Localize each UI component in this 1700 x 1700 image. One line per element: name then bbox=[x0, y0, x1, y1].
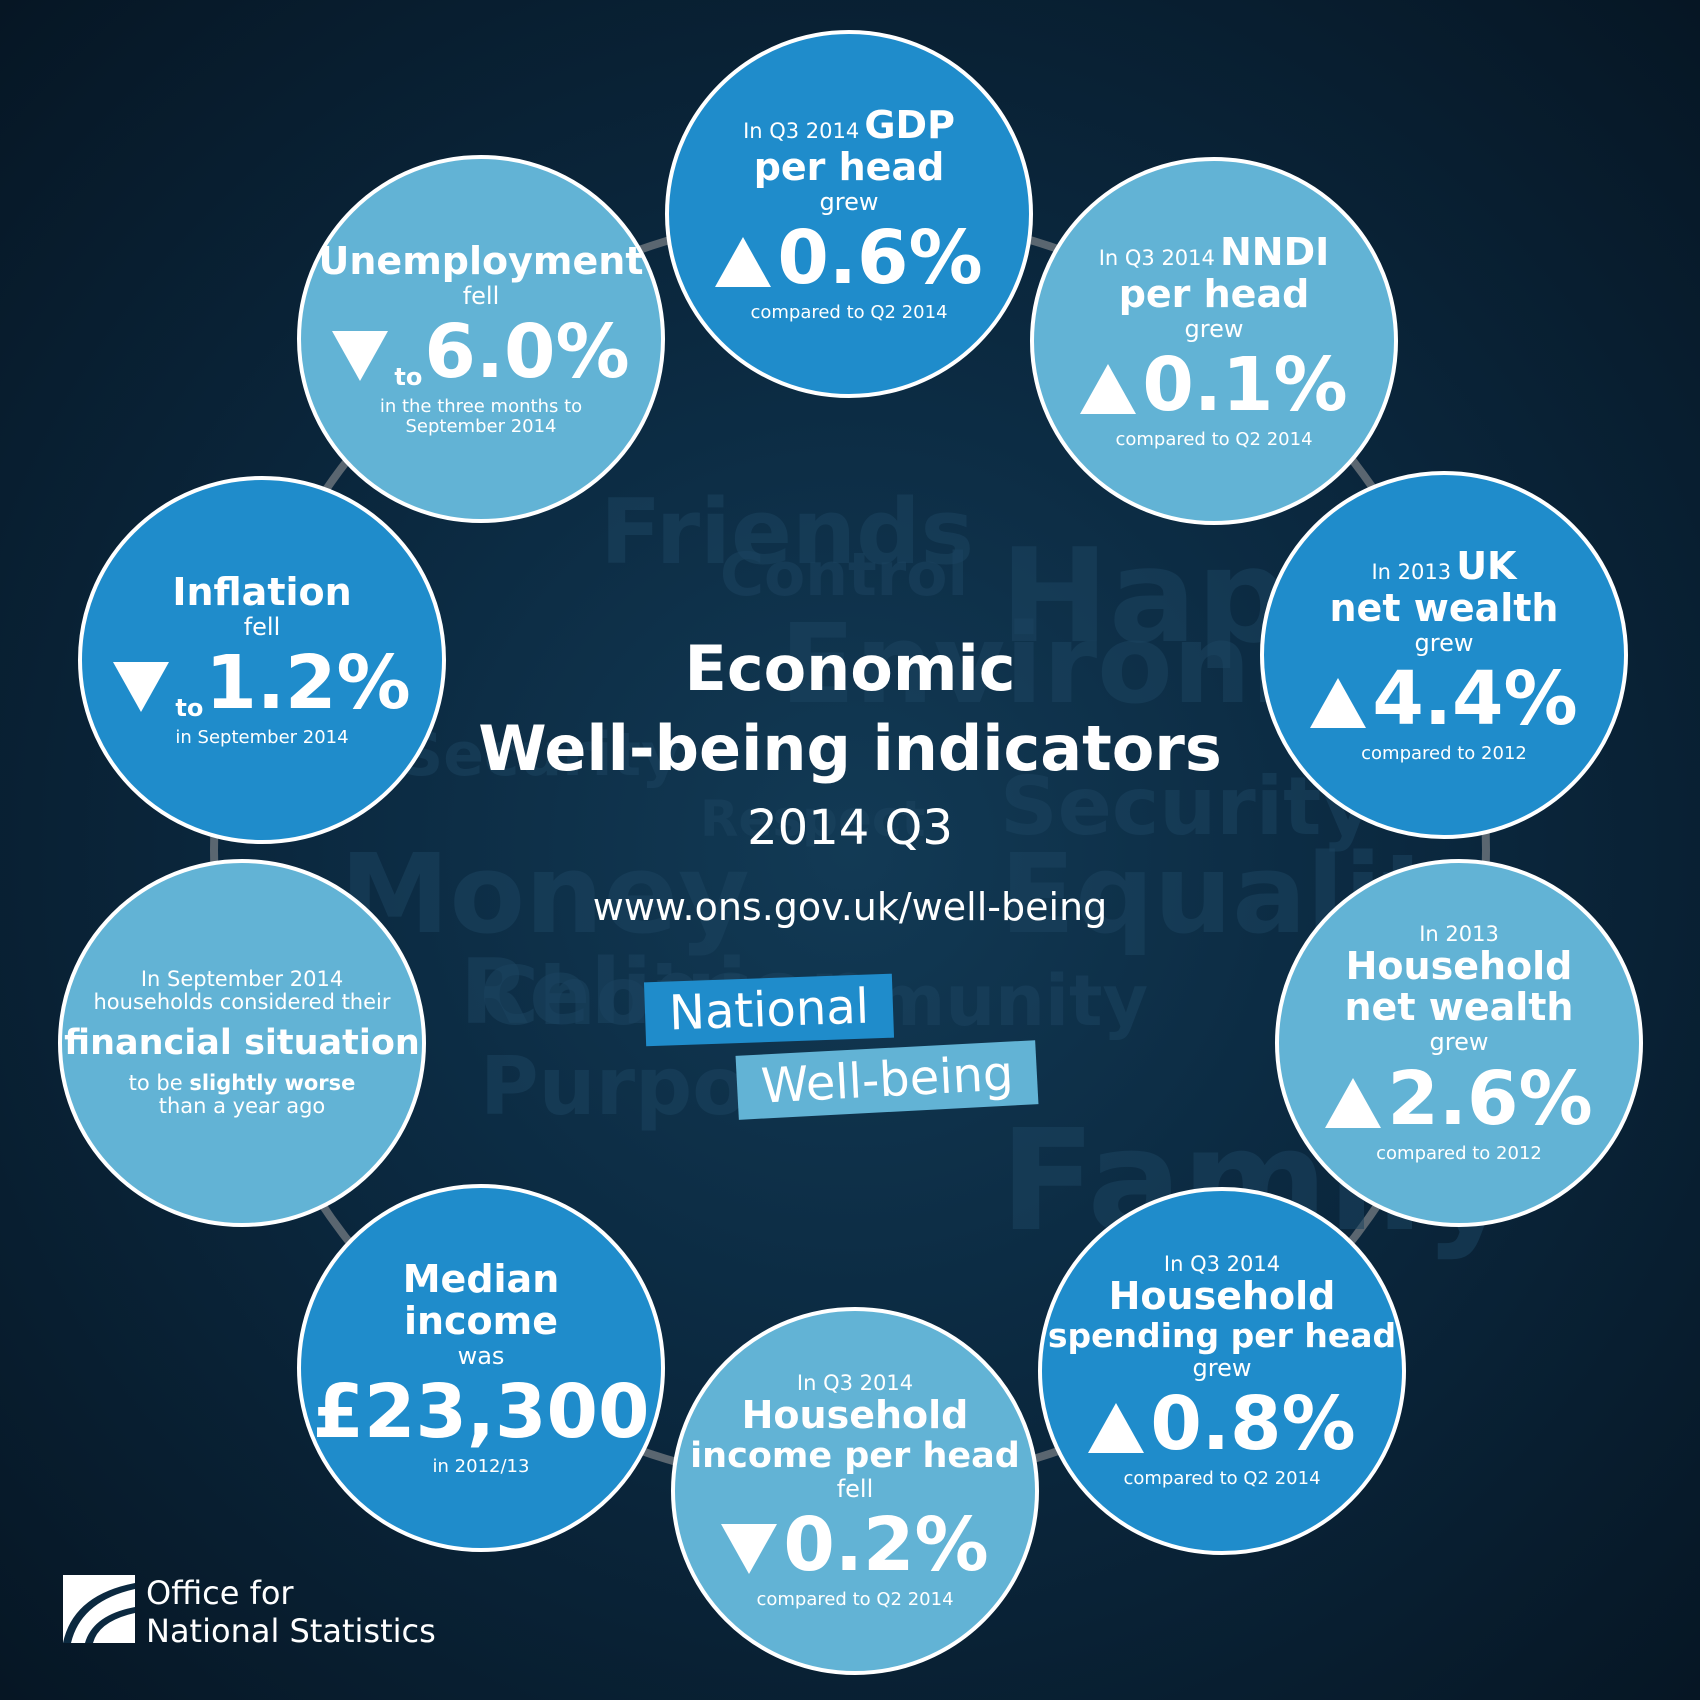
figure: 0.1% bbox=[1142, 342, 1348, 429]
intro: In 2013 bbox=[1371, 560, 1452, 585]
subject: income per head bbox=[690, 1436, 1020, 1477]
arrow-down bbox=[113, 662, 170, 713]
subject: financial situation bbox=[64, 1022, 420, 1063]
subject: spending per head bbox=[1047, 1316, 1397, 1356]
intro: In Q3 2014 bbox=[743, 119, 860, 144]
logo-text: Office for bbox=[146, 1574, 294, 1612]
figure: 4.4% bbox=[1372, 656, 1578, 743]
logo-text: National Statistics bbox=[146, 1612, 436, 1650]
subject: Household bbox=[1108, 1274, 1336, 1319]
subject: net wealth bbox=[1329, 585, 1559, 630]
figure: 0.6% bbox=[777, 215, 983, 302]
intro: In September 2014 bbox=[140, 966, 344, 991]
verb: fell bbox=[836, 1474, 874, 1503]
subject: Unemployment bbox=[318, 239, 644, 284]
circle: Unemployment fell to 6.0% in the three mo… bbox=[297, 155, 665, 523]
circle: Inflation fell to 1.2% in September 2014 bbox=[78, 476, 446, 844]
subject: Household bbox=[1345, 943, 1573, 988]
circle: In 2013 UK net wealth grew 4.4% compared… bbox=[1260, 471, 1628, 839]
verb: fell bbox=[243, 612, 281, 641]
note: compared to 2012 bbox=[1361, 743, 1527, 765]
intro: In 2013 bbox=[1419, 921, 1499, 946]
intro: In Q3 2014 bbox=[1098, 246, 1215, 271]
prefix: to bbox=[175, 694, 204, 723]
circle: In Q3 2014 NNDI per head grew 0.1% compa… bbox=[1030, 157, 1398, 525]
figure: 0.2% bbox=[783, 1501, 989, 1588]
subject: per head bbox=[753, 144, 945, 189]
figure: 6.0% bbox=[424, 309, 630, 396]
figure: 2.6% bbox=[1387, 1055, 1593, 1142]
subject: UK bbox=[1456, 544, 1517, 589]
note: in the three months to bbox=[379, 396, 583, 418]
circle: In Q3 2014 Household income per head fel… bbox=[671, 1307, 1039, 1675]
title: Well-being indicators bbox=[478, 712, 1222, 785]
verb: fell bbox=[462, 281, 500, 310]
verb: was bbox=[457, 1341, 505, 1370]
note: in September 2014 bbox=[175, 727, 349, 749]
subject: per head bbox=[1118, 271, 1310, 316]
circle: In September 2014 households considered … bbox=[58, 859, 426, 1227]
arrow-down bbox=[332, 331, 389, 382]
intro: In Q3 2014 bbox=[1163, 1252, 1281, 1277]
circle: In Q3 2014 Household spending per head g… bbox=[1038, 1187, 1406, 1555]
note: in 2012/13 bbox=[432, 1456, 530, 1478]
figure: £23,300 bbox=[312, 1369, 650, 1456]
subject: GDP bbox=[864, 103, 955, 148]
url: www.ons.gov.uk/well-being bbox=[592, 885, 1108, 929]
arrow-up bbox=[715, 237, 772, 288]
arrow-down bbox=[721, 1523, 778, 1574]
subject: net wealth bbox=[1344, 985, 1574, 1030]
subject: Median bbox=[402, 1257, 560, 1302]
background-word: Respect bbox=[700, 790, 926, 848]
verb: grew bbox=[1414, 628, 1474, 657]
badge: National bbox=[643, 973, 895, 1047]
verb: to be bbox=[128, 1071, 183, 1096]
circle: In Q3 2014 GDP per head grew 0.6% compar… bbox=[665, 30, 1033, 398]
arrow-up bbox=[1325, 1077, 1382, 1128]
intro: households considered their bbox=[93, 989, 391, 1014]
background-word: Money bbox=[340, 830, 750, 958]
figure: 0.8% bbox=[1150, 1380, 1356, 1467]
note: than a year ago bbox=[158, 1094, 326, 1119]
emphasis: slightly worse bbox=[189, 1071, 356, 1096]
subject: income bbox=[403, 1298, 559, 1343]
subject: Inflation bbox=[172, 570, 352, 614]
circle: Median income was £23,300 in 2012/13 bbox=[297, 1184, 665, 1552]
note: compared to Q2 2014 bbox=[1123, 1467, 1321, 1489]
verb: grew bbox=[1184, 314, 1244, 343]
arrow-up bbox=[1310, 678, 1367, 729]
figure: 1.2% bbox=[205, 640, 411, 727]
background-word: Friends bbox=[600, 480, 975, 585]
subject: Household bbox=[741, 1393, 969, 1438]
subject: NNDI bbox=[1219, 230, 1330, 275]
background-word: Control bbox=[720, 540, 969, 610]
circle: In 2013 Household net wealth grew 2.6% c… bbox=[1275, 859, 1643, 1227]
arrow-up bbox=[1080, 364, 1137, 415]
subtitle: 2014 Q3 bbox=[747, 800, 953, 856]
prefix: to bbox=[394, 363, 423, 392]
arrow-up bbox=[1088, 1402, 1145, 1453]
note: compared to Q2 2014 bbox=[1115, 429, 1313, 451]
note: compared to Q2 2014 bbox=[756, 1588, 954, 1610]
note: compared to 2012 bbox=[1376, 1142, 1542, 1164]
verb: grew bbox=[819, 187, 879, 216]
verb: grew bbox=[1429, 1028, 1489, 1057]
note: compared to Q2 2014 bbox=[750, 302, 948, 324]
verb: grew bbox=[1192, 1353, 1252, 1382]
title: Economic bbox=[684, 632, 1016, 705]
intro: In Q3 2014 bbox=[796, 1371, 914, 1396]
logo-icon bbox=[63, 1575, 135, 1643]
background-word: Security bbox=[400, 720, 681, 790]
note: September 2014 bbox=[405, 416, 557, 438]
